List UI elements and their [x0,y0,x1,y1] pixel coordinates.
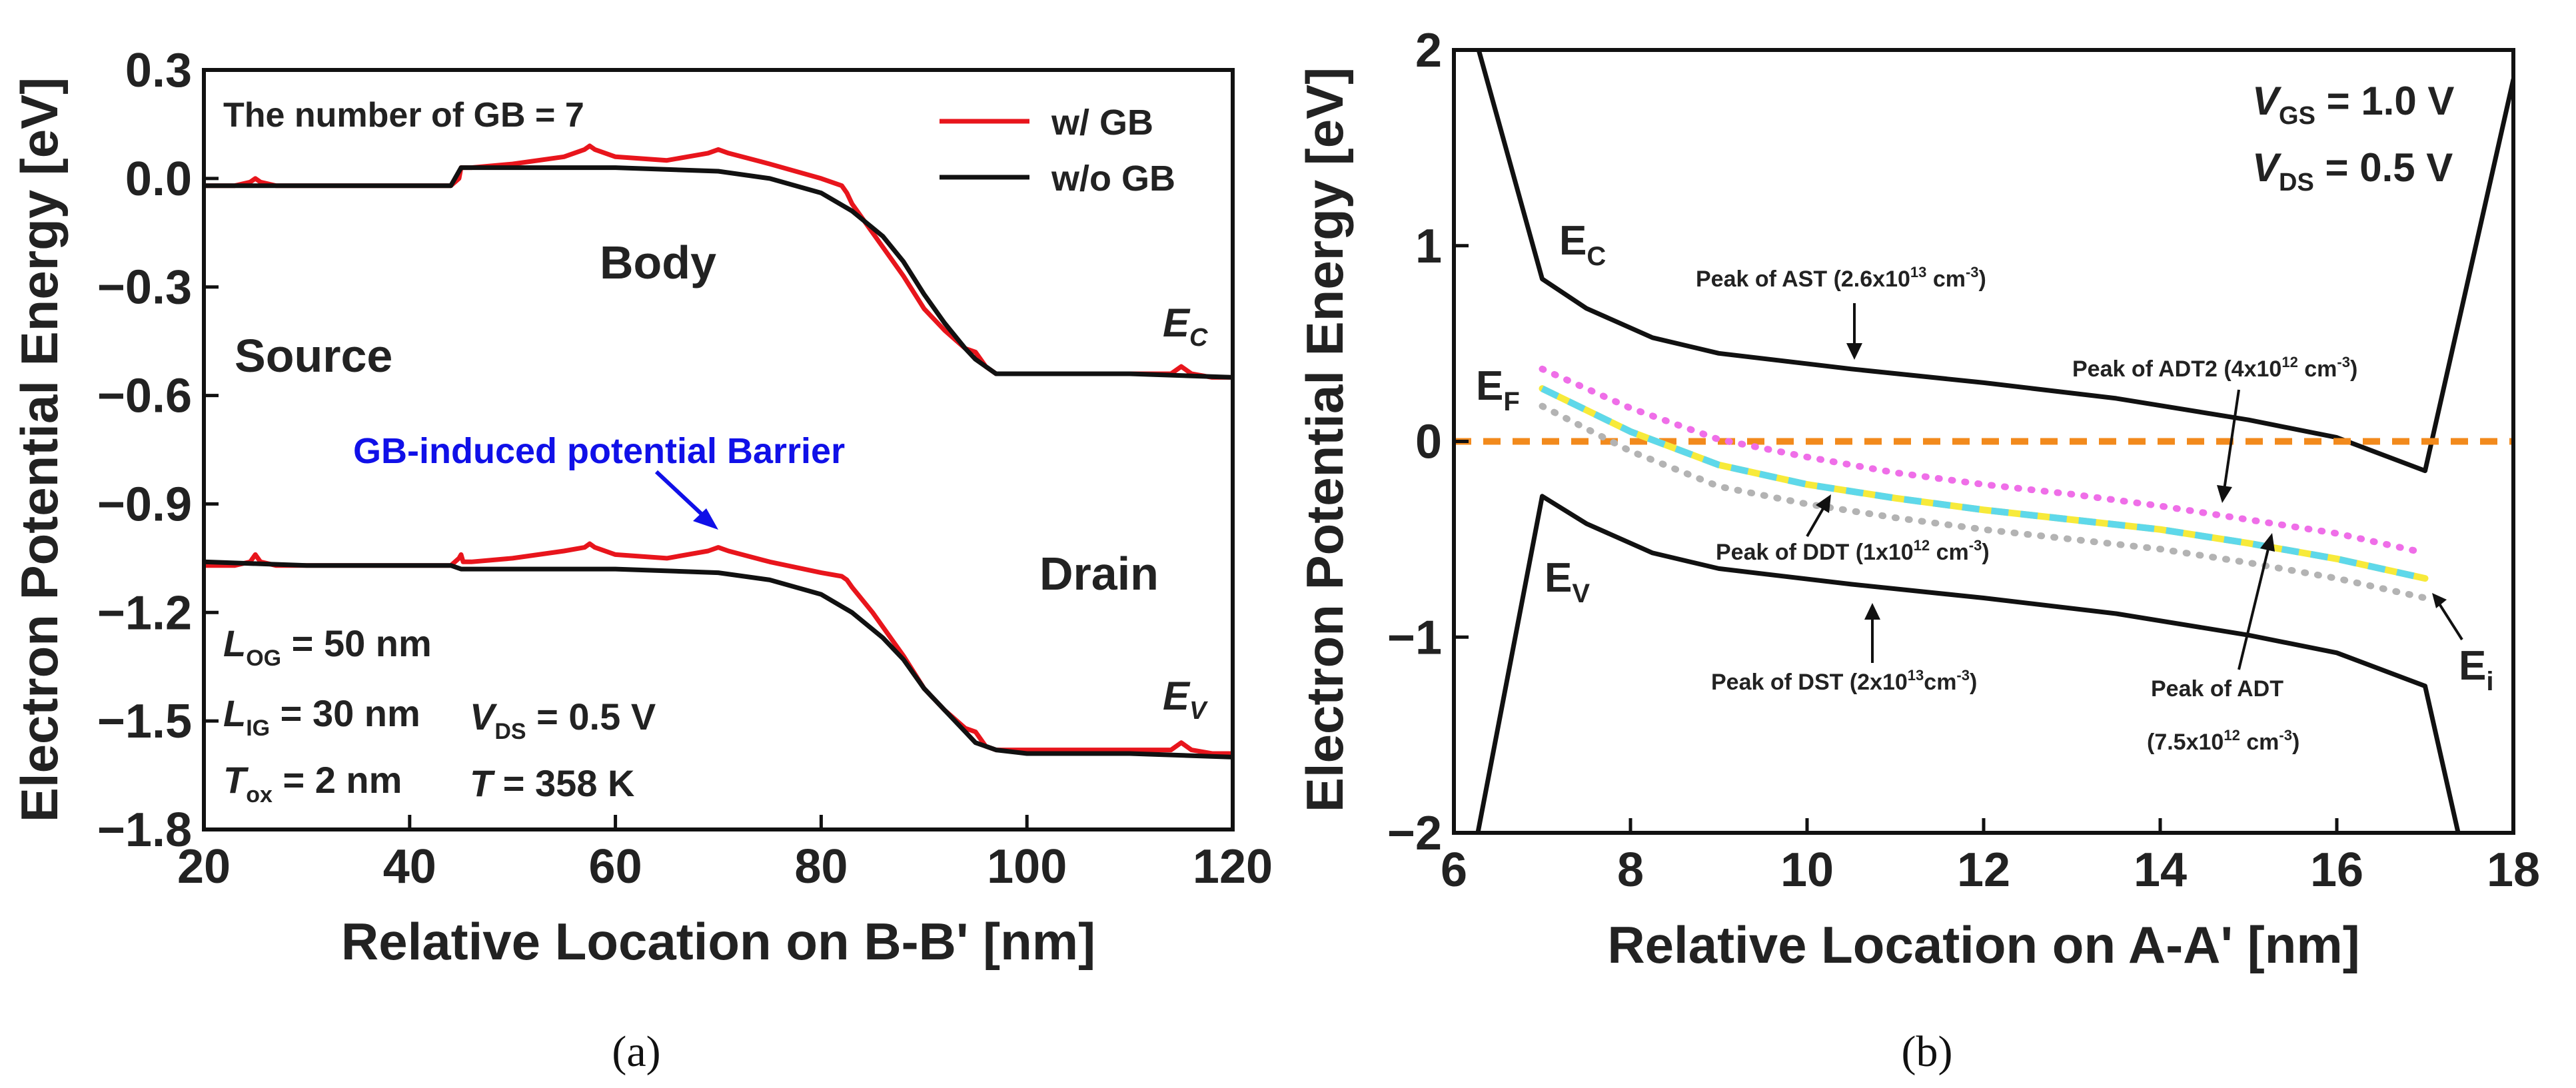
x-tick-label: 80 [794,840,848,893]
vds-label-a: VDS = 0.5 V [470,696,656,744]
adt-arrow [2238,546,2270,670]
adt-arrowhead [2260,533,2275,552]
y-tick-label: −0.9 [97,478,192,531]
barrier-arrowhead [693,508,718,530]
ef-label: EF [1476,363,1520,416]
ddt-arrow [1806,505,1826,538]
x-tick-label: 12 [1957,843,2010,897]
x-tick-label: 100 [987,840,1067,893]
adt-label: Peak of ADT [2151,676,2283,702]
vgs-label: VGS = 1.0 V [2252,79,2454,130]
ddt-label: Peak of DDT (1x1012 cm-3) [1716,537,1990,565]
dst-label: Peak of DST (2x1013cm-3) [1711,667,1977,695]
barrier-arrow [654,470,710,522]
legend-label-wo-gb: w/o GB [1051,159,1175,199]
y-tick-label: 0 [1415,416,1442,469]
y-tick-label: 2 [1415,24,1442,77]
panel-a-ylabel: Electron Potential Energy [eV] [10,77,69,822]
x-tick-label: 16 [2310,843,2363,897]
panel-a-xlabel: Relative Location on B-B' [nm] [341,912,1095,971]
ec-label-a: EC [1163,300,1208,352]
log-label: LOG = 50 nm [223,622,432,671]
panel-b-ylabel: Electron Potential Energy [eV] [1295,67,1354,812]
x-tick-label: 18 [2487,843,2540,897]
y-tick-label: −0.6 [97,370,192,423]
temperature-label: T = 358 K [470,762,634,804]
adt2-label: Peak of ADT2 (4x1012 cm-3) [2072,354,2357,382]
y-tick-label: −1 [1387,611,1442,664]
adt-value: (7.5x1012 cm-3) [2147,727,2299,755]
y-tick-label: −2 [1387,807,1442,860]
y-tick-label: −0.3 [97,261,192,314]
ei-arrow [2437,602,2463,641]
ei-arrowhead [2432,593,2447,608]
series-line-a-w-o-gb-ev- [204,559,1233,760]
vds-label-b: VDS = 0.5 V [2252,145,2453,197]
ddt-arrowhead [1816,494,1831,513]
panel-a-series [204,143,1233,760]
x-tick-label: 20 [177,840,231,893]
y-tick-label: −1.8 [97,804,192,857]
series-line-b-adt-cyan [1541,385,2426,582]
series-line-b-ev [1475,494,2461,833]
series-line-a-w-o-gb [204,165,1233,380]
body-label: Body [600,237,716,288]
panel-a: 20 40 60 80 100 120 0.3 0.0 −0.3 −0.6 −0.9 −1.2 −1.5… [10,44,1273,1076]
ev-label-a: EV [1163,674,1208,725]
adt2-arrowhead [2217,485,2232,503]
y-tick-label: 0.0 [125,153,192,206]
ec-label-b: EC [1559,218,1606,271]
tox-label: Tox = 2 nm [223,759,402,808]
panel-a-frame [202,68,1235,831]
panel-b-series [1454,50,2513,833]
panel-b-caption: (b) [1902,1027,1953,1076]
x-tick-label: 6 [1441,843,1467,897]
y-tick-label: −1.2 [97,586,192,640]
x-tick-label: 120 [1193,840,1273,893]
legend-label-w-gb: w/ GB [1051,103,1153,143]
x-tick-label: 60 [589,840,642,893]
series-line-b-adt2 [1539,365,2429,556]
x-tick-label: 8 [1617,843,1644,897]
panel-a-ticks: 20 40 60 80 100 120 0.3 0.0 −0.3 −0.6 −0.9 −1.2 −1.5… [97,44,1273,893]
panel-b-xlabel: Relative Location on A-A' [nm] [1607,915,2359,974]
y-tick-label: 0.3 [125,44,192,97]
barrier-label: GB-induced potential Barrier [353,431,845,471]
dst-arrowhead [1864,603,1880,620]
x-tick-label: 40 [383,840,436,893]
ei-label: Ei [2459,643,2493,696]
ev-label-b: EV [1545,555,1590,608]
ast-label: Peak of AST (2.6x1013 cm-3) [1696,264,1986,292]
gb-count-label: The number of GB = 7 [223,96,584,135]
series-line-b-ddt [1539,402,2429,602]
lig-label: LIG = 30 nm [223,692,420,741]
adt2-arrow [2223,389,2240,490]
panel-a-caption: (a) [612,1027,660,1076]
y-tick-label: −1.5 [97,695,192,748]
x-tick-label: 10 [1780,843,1834,897]
series-line-b-ec [1476,50,2513,474]
source-label: Source [235,330,392,382]
ast-arrowhead [1846,343,1862,360]
drain-label: Drain [1039,548,1159,600]
y-tick-label: 1 [1415,220,1442,273]
x-tick-label: 14 [2134,843,2187,897]
